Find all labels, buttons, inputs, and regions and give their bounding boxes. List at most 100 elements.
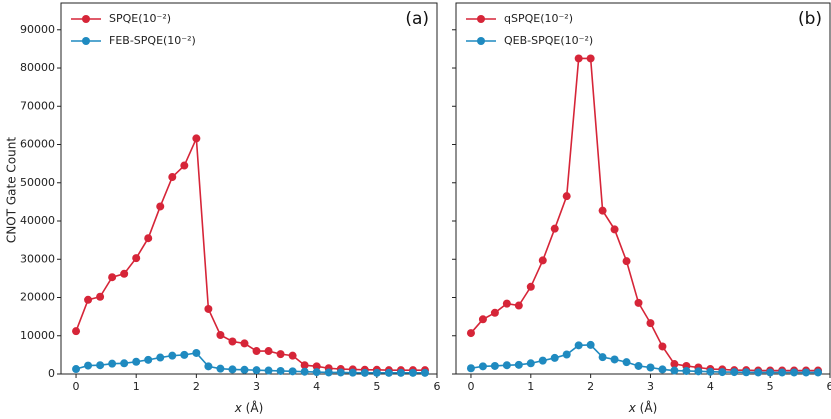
data-point (502, 361, 511, 370)
data-point (228, 337, 237, 346)
x-tick-label: 4 (313, 380, 320, 393)
data-point (276, 366, 285, 375)
y-tick-label: 0 (48, 367, 55, 380)
y-tick-label: 10000 (20, 329, 55, 342)
data-point (324, 368, 333, 377)
x-tick-label: 1 (133, 380, 140, 393)
x-tick-label: 6 (434, 380, 441, 393)
data-point (312, 368, 321, 377)
data-point (778, 368, 787, 377)
x-tick-label: 2 (587, 380, 594, 393)
x-tick-label: 5 (767, 380, 774, 393)
data-point (144, 234, 153, 243)
data-point (360, 368, 369, 377)
x-tick-label: 4 (707, 380, 714, 393)
data-point (120, 269, 129, 278)
data-point (742, 368, 751, 377)
data-point (550, 224, 559, 233)
data-point (802, 368, 811, 377)
data-point (252, 347, 261, 356)
data-point (312, 362, 321, 371)
data-point (132, 357, 141, 366)
data-point (252, 366, 261, 375)
legend-marker (82, 37, 90, 45)
data-point (790, 368, 799, 377)
x-tick-label: 0 (467, 380, 474, 393)
data-point (204, 362, 213, 371)
data-point (634, 298, 643, 307)
y-tick-label: 80000 (20, 61, 55, 74)
data-point (300, 361, 309, 370)
data-point (562, 350, 571, 359)
data-point (526, 359, 535, 368)
data-point (168, 173, 177, 182)
data-point (216, 364, 225, 373)
data-point (634, 361, 643, 370)
y-tick-label: 70000 (20, 99, 55, 112)
plot-frame (455, 2, 831, 375)
panel-label: (a) (405, 9, 429, 29)
x-tick-label: 6 (827, 380, 831, 393)
plot-frame (60, 2, 438, 375)
data-point (372, 368, 381, 377)
data-point (192, 134, 201, 143)
data-point (84, 295, 93, 304)
data-point (694, 367, 703, 376)
series-line-1 (470, 344, 819, 374)
data-point (228, 365, 237, 374)
data-point (144, 355, 153, 364)
data-point (84, 361, 93, 370)
data-point (610, 225, 619, 234)
data-point (132, 254, 141, 263)
data-point (514, 301, 523, 310)
legend-marker (82, 15, 90, 23)
data-point (466, 364, 475, 373)
data-point (288, 351, 297, 360)
data-point (814, 368, 823, 377)
data-point (538, 356, 547, 365)
legend-label: QEB-SPQE(10⁻²) (504, 34, 593, 47)
x-tick-label: 3 (647, 380, 654, 393)
data-point (754, 368, 763, 377)
x-tick-label: 3 (253, 380, 260, 393)
data-point (682, 366, 691, 375)
data-point (204, 304, 213, 313)
data-point (490, 308, 499, 317)
data-point (670, 360, 679, 369)
data-point (156, 202, 165, 211)
legend-marker (477, 37, 485, 45)
data-point (622, 257, 631, 266)
data-point (216, 330, 225, 339)
data-point (538, 256, 547, 265)
data-point (108, 273, 117, 282)
data-point (562, 192, 571, 201)
y-axis-title: CNOT Gate Count (5, 137, 19, 243)
data-point (72, 365, 81, 374)
data-point (396, 368, 405, 377)
data-point (96, 361, 105, 370)
data-point (646, 363, 655, 372)
data-point (622, 358, 631, 367)
data-point (598, 353, 607, 362)
panel-a: 0 1 2 3 4 5 6 0 10000 20000 30000 40000 50000 60000 70… (20, 2, 441, 415)
data-point (264, 366, 273, 375)
y-tick-label: 20000 (20, 291, 55, 304)
y-tick-label: 90000 (20, 23, 55, 36)
panel-label: (b) (798, 9, 822, 29)
x-tick-label: 5 (373, 380, 380, 393)
legend-label: SPQE(10⁻²) (109, 12, 171, 25)
data-point (240, 339, 249, 348)
series-line-0 (75, 138, 425, 371)
data-point (574, 341, 583, 350)
data-point (646, 319, 655, 328)
y-tick-label: 60000 (20, 138, 55, 151)
data-point (766, 368, 775, 377)
data-point (288, 367, 297, 376)
data-point (598, 206, 607, 215)
data-point (502, 299, 511, 308)
data-point (192, 348, 201, 357)
x-axis-title: x (Å) (628, 400, 658, 415)
data-point (706, 367, 715, 376)
data-point (264, 347, 273, 356)
